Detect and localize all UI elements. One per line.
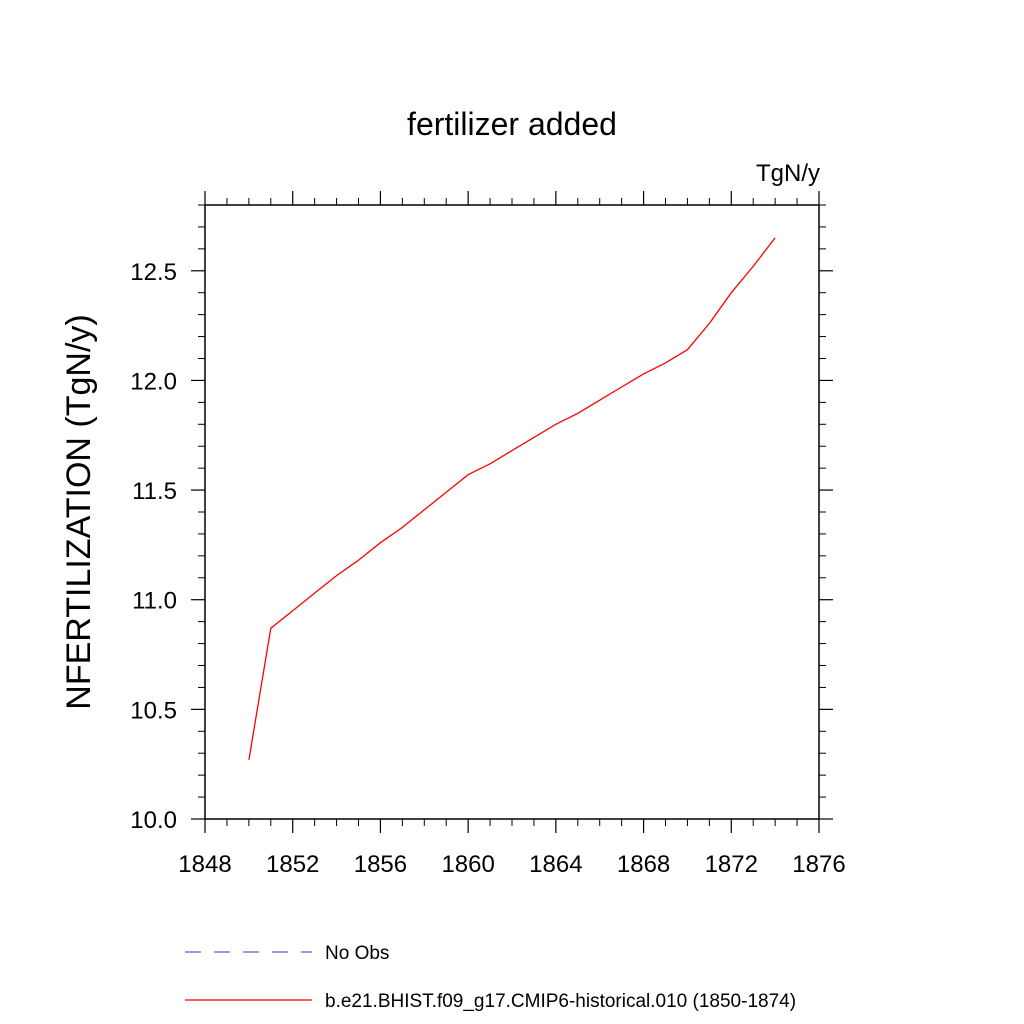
y-tick-label: 11.5 [132, 478, 177, 505]
y-axis-label: NFERTILIZATION (TgN/y) [60, 314, 98, 709]
x-tick-label: 1848 [178, 851, 231, 878]
y-tick-label: 10.0 [130, 807, 177, 834]
units-label: TgN/y [756, 160, 820, 187]
chart-title: fertilizer added [407, 106, 617, 142]
x-tick-label: 1876 [792, 851, 845, 878]
series-layer [248, 237, 776, 760]
x-tick-label: 1856 [354, 851, 407, 878]
x-tick-label: 1872 [705, 851, 758, 878]
x-tick-label: 1868 [617, 851, 670, 878]
y-tick-label: 11.0 [132, 588, 177, 615]
legend: No Obs b.e21.BHIST.f09_g17.CMIP6-historic… [185, 943, 796, 1012]
y-tick-label: 12.5 [130, 259, 177, 286]
series-line-1 [248, 237, 776, 760]
x-tick-label: 1864 [529, 851, 582, 878]
x-tick-label: 1852 [266, 851, 319, 878]
plot-frame [204, 204, 820, 820]
y-tick-label: 10.5 [130, 697, 177, 724]
legend-label: b.e21.BHIST.f09_g17.CMIP6-historical.010… [325, 991, 796, 1012]
legend-label: No Obs [325, 943, 389, 964]
axis-ticks: 1848 1852 1856 1860 1864 1868 1872 1876 10.0 10.5… [130, 191, 846, 878]
x-tick-label: 1860 [441, 851, 494, 878]
y-tick-label: 12.0 [130, 368, 177, 395]
